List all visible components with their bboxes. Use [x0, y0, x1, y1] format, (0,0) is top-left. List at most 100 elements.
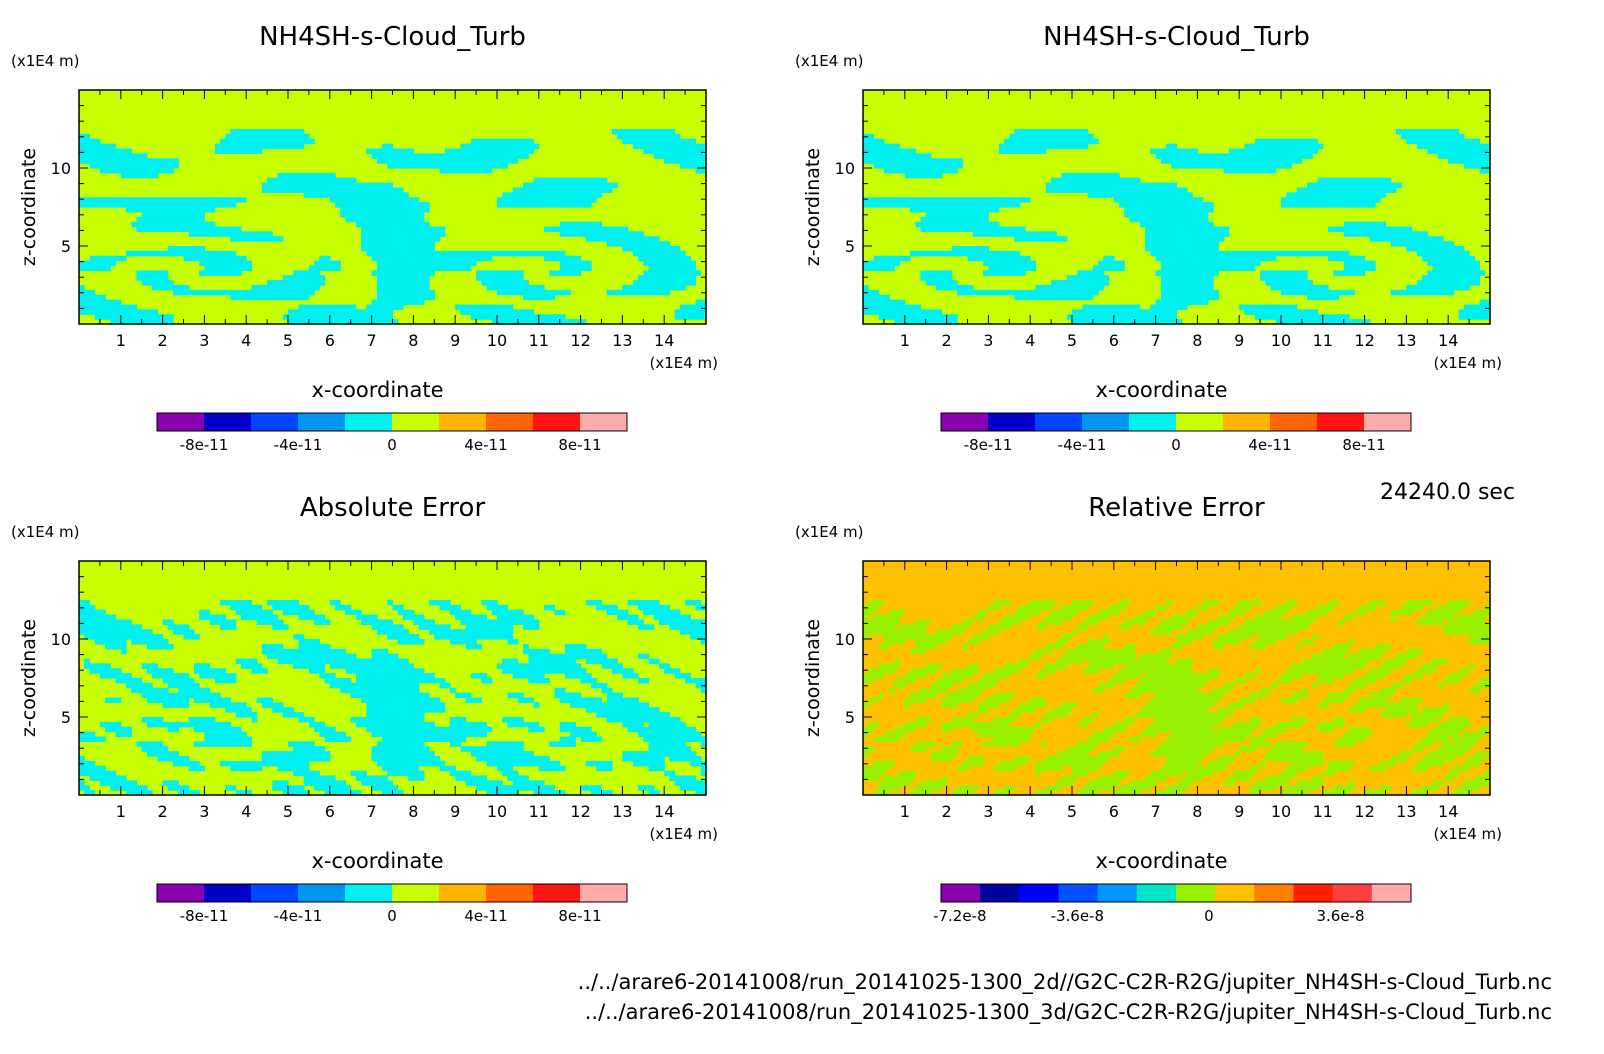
heatmap-cell — [423, 294, 430, 301]
heatmap-cell — [1427, 289, 1434, 296]
heatmap-cell — [413, 270, 420, 276]
heatmap-cell — [559, 202, 566, 208]
heatmap-cell — [910, 250, 916, 257]
heatmap-cell — [889, 265, 895, 271]
heatmap-cell — [99, 158, 106, 164]
heatmap-cell — [439, 678, 446, 684]
heatmap-cell — [1348, 197, 1355, 203]
heatmap-cell — [152, 172, 158, 179]
colorbar-swatch — [1176, 413, 1224, 431]
heatmap-cell — [1150, 187, 1157, 193]
heatmap-cell — [1024, 260, 1031, 267]
heatmap-cell — [585, 187, 592, 193]
heatmap-cell — [1129, 309, 1136, 315]
heatmap-cell — [946, 275, 953, 281]
heatmap-cell — [868, 289, 875, 296]
heatmap-cell — [1333, 270, 1340, 276]
heatmap-cell — [941, 221, 948, 228]
heatmap-cell — [1166, 294, 1172, 301]
heatmap-cell — [1312, 285, 1319, 291]
heatmap-cell — [371, 221, 378, 228]
heatmap-cell — [94, 614, 101, 621]
heatmap-cell — [1479, 158, 1486, 164]
heatmap-cell — [1197, 236, 1204, 242]
heatmap-cell — [89, 158, 96, 164]
heatmap-cell — [564, 231, 571, 237]
heatmap-cell — [1119, 197, 1125, 203]
heatmap-cell — [638, 255, 644, 262]
heatmap-cell — [392, 678, 399, 684]
heatmap-cell — [1338, 177, 1345, 184]
heatmap-cell — [282, 138, 289, 145]
heatmap-cell — [544, 289, 550, 296]
heatmap-cell — [382, 648, 388, 655]
heatmap-cell — [345, 678, 352, 684]
heatmap-cell — [89, 138, 96, 145]
heatmap-cell — [1160, 299, 1167, 306]
heatmap-cell — [99, 168, 106, 174]
heatmap-cell — [455, 604, 462, 611]
heatmap-cell — [674, 280, 681, 286]
heatmap-cell — [679, 255, 686, 262]
heatmap-cell — [512, 138, 519, 145]
heatmap-cell — [1463, 163, 1470, 169]
heatmap-cell — [1317, 285, 1324, 291]
heatmap-cell — [1098, 275, 1104, 281]
heatmap-cell — [146, 687, 153, 694]
heatmap-cell — [146, 692, 153, 699]
heatmap-cell — [162, 639, 169, 645]
heatmap-cell — [533, 202, 540, 208]
heatmap-cell — [1155, 226, 1162, 232]
heatmap-cell — [1239, 265, 1246, 271]
heatmap-cell — [1145, 202, 1151, 208]
heatmap-cell — [1129, 211, 1136, 218]
heatmap-cell — [1192, 285, 1198, 291]
heatmap-cell — [674, 609, 681, 616]
heatmap-cell — [319, 319, 326, 325]
heatmap-cell — [293, 319, 300, 325]
heatmap-cell — [308, 658, 315, 664]
heatmap-cell — [94, 260, 101, 267]
heatmap-cell — [570, 319, 576, 325]
heatmap-cell — [570, 182, 576, 189]
heatmap-cell — [601, 187, 608, 193]
heatmap-cell — [392, 299, 399, 306]
heatmap-cell — [141, 207, 148, 213]
heatmap-cell — [1244, 265, 1251, 271]
heatmap-cell — [115, 197, 122, 203]
heatmap-cell — [1030, 143, 1037, 150]
heatmap-cell — [162, 619, 169, 625]
heatmap-cell — [1463, 265, 1470, 271]
heatmap-cell — [627, 138, 634, 145]
heatmap-cell — [1427, 250, 1434, 257]
heatmap-cell — [1014, 143, 1021, 150]
heatmap-cell — [481, 143, 488, 150]
heatmap-cell — [387, 192, 394, 198]
heatmap-cell — [361, 226, 367, 232]
heatmap-cell — [240, 143, 247, 150]
heatmap-cell — [1082, 133, 1089, 140]
heatmap-cell — [376, 304, 383, 310]
heatmap-cell — [685, 163, 691, 169]
heatmap-cell — [1307, 289, 1313, 296]
heatmap-cell — [544, 648, 550, 655]
heatmap-cell — [225, 270, 232, 276]
heatmap-cell — [288, 604, 294, 611]
heatmap-cell — [1207, 153, 1214, 159]
heatmap-cell — [376, 678, 383, 684]
heatmap-cell — [528, 294, 535, 301]
heatmap-cell — [1380, 192, 1387, 198]
y-axis-label: z-coordinate — [802, 148, 824, 266]
heatmap-cell — [486, 275, 493, 281]
heatmap-cell — [904, 304, 911, 310]
heatmap-cell — [1281, 148, 1287, 154]
heatmap-cell — [141, 319, 148, 325]
heatmap-cell — [465, 639, 472, 645]
heatmap-cell — [1009, 231, 1016, 237]
heatmap-cell — [350, 658, 357, 664]
heatmap-cell — [110, 639, 117, 645]
heatmap-cell — [1270, 158, 1277, 164]
heatmap-cell — [251, 148, 258, 154]
heatmap-cell — [429, 673, 435, 679]
heatmap-cell — [204, 687, 211, 694]
